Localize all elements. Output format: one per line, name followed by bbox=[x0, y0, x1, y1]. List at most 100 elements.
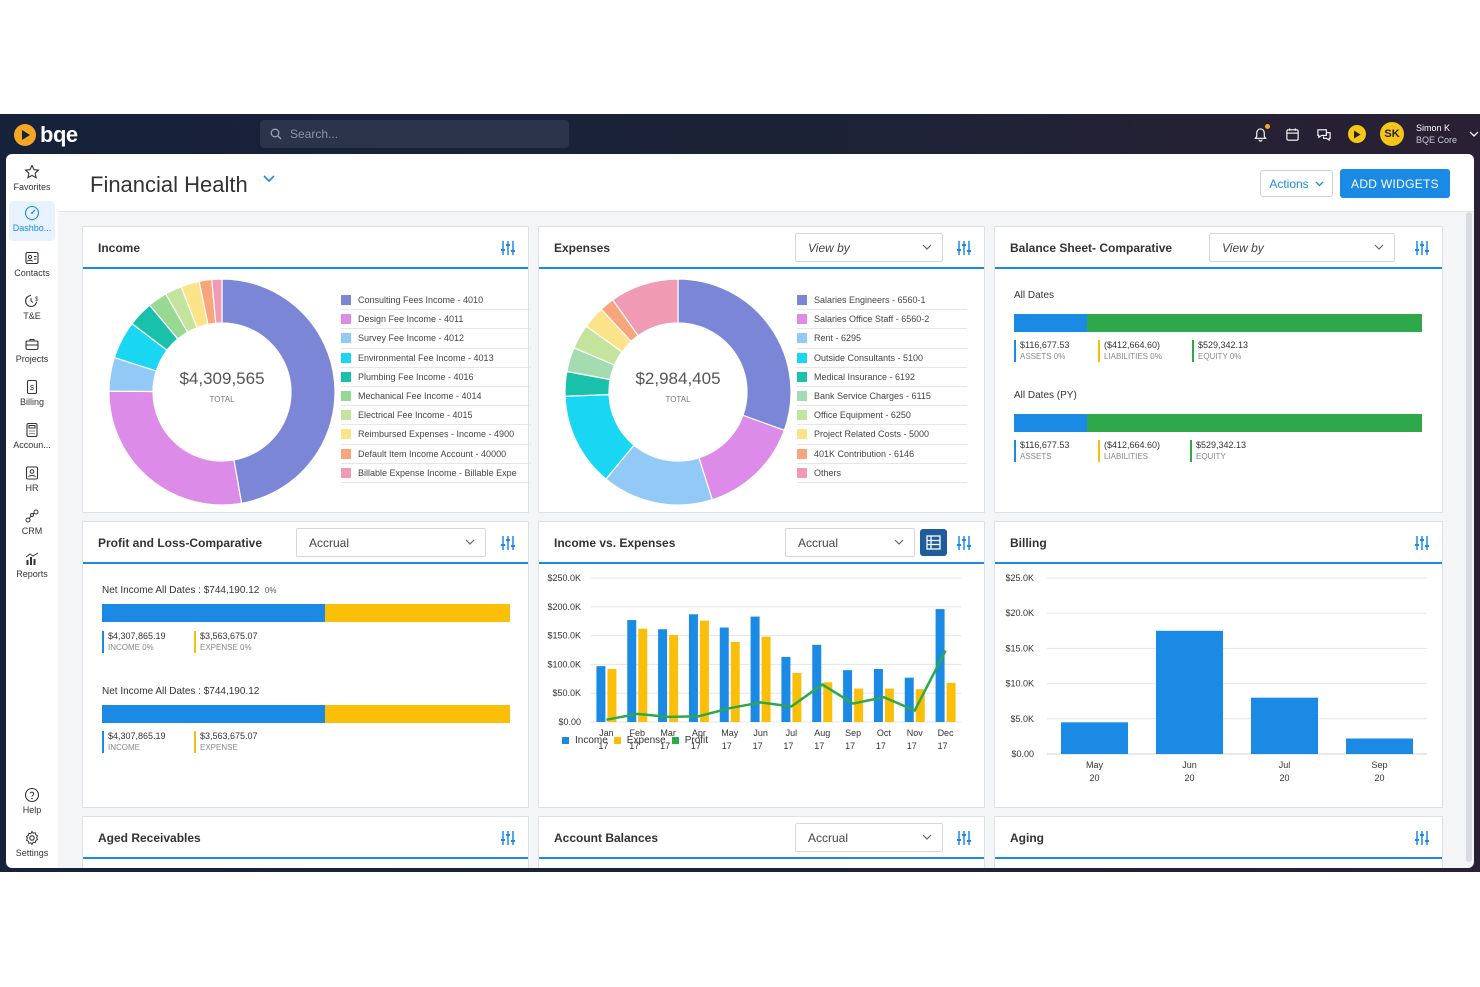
basis-dropdown[interactable]: Accrual bbox=[795, 823, 943, 852]
settings-sliders-icon[interactable] bbox=[500, 240, 516, 256]
user-avatar[interactable]: SK bbox=[1380, 122, 1404, 146]
donut-slice[interactable] bbox=[211, 278, 223, 324]
legend-item[interactable]: Survey Fee Income - 4012 bbox=[341, 329, 531, 349]
basis-dropdown[interactable]: Accrual bbox=[785, 528, 915, 557]
expense-bar[interactable] bbox=[699, 620, 709, 722]
billing-bar[interactable] bbox=[1346, 738, 1413, 754]
sidebar-item-help[interactable]: Help bbox=[6, 783, 58, 823]
expense-bar[interactable] bbox=[669, 635, 679, 722]
sidebar-item-contacts[interactable]: Contacts bbox=[6, 246, 58, 286]
notifications-button[interactable] bbox=[1250, 124, 1270, 144]
income-bar[interactable] bbox=[688, 614, 698, 722]
expense-bar[interactable] bbox=[823, 682, 833, 722]
expense-bar[interactable] bbox=[854, 688, 864, 722]
basis-dropdown[interactable]: Accrual bbox=[296, 528, 486, 557]
billing-chart[interactable]: $0.00 $5.0K $10.0K $15.0K $20.0K $25.0K May 20 J… bbox=[995, 566, 1442, 806]
legend-item[interactable]: Electrical Fee Income - 4015 bbox=[341, 406, 531, 426]
income-bar[interactable] bbox=[781, 656, 791, 722]
income-donut-chart[interactable] bbox=[107, 277, 337, 507]
actions-button[interactable]: Actions bbox=[1260, 170, 1333, 197]
expense-bar[interactable] bbox=[915, 689, 925, 722]
legend-item[interactable]: Environmental Fee Income - 4013 bbox=[341, 349, 531, 368]
income-bar[interactable] bbox=[719, 627, 729, 722]
expense-bar[interactable] bbox=[638, 628, 648, 722]
income-bar[interactable] bbox=[873, 669, 883, 722]
income-bar[interactable] bbox=[658, 629, 668, 722]
donut-slice[interactable] bbox=[221, 278, 336, 504]
expense-bar[interactable] bbox=[884, 688, 894, 722]
expense-bar[interactable] bbox=[946, 682, 956, 722]
legend-item[interactable]: Reimbursed Expenses - Income - 4900 bbox=[341, 425, 531, 445]
legend-item[interactable]: Billable Expense Income - Billable Expe bbox=[341, 464, 531, 483]
income-bar[interactable] bbox=[596, 666, 606, 722]
sidebar-item-te[interactable]: $ T&E bbox=[6, 289, 58, 329]
income-bar[interactable] bbox=[627, 620, 637, 722]
income-vs-expenses-chart[interactable]: $0.00 $50.0K $100.0K $150.0K $200.0K $250.0K J… bbox=[539, 566, 984, 806]
settings-sliders-icon[interactable] bbox=[956, 240, 972, 256]
pl-bar[interactable] bbox=[102, 604, 510, 622]
legend-item[interactable]: Consulting Fees Income - 4010 bbox=[341, 291, 531, 311]
scrollbar[interactable] bbox=[1466, 212, 1472, 862]
settings-sliders-icon[interactable] bbox=[956, 535, 972, 551]
income-bar[interactable] bbox=[904, 677, 914, 722]
sidebar-item-favorites[interactable]: Favorites bbox=[6, 160, 58, 200]
search-input[interactable] bbox=[290, 127, 550, 141]
sidebar-item-accounting[interactable]: Accoun... bbox=[6, 418, 58, 458]
expense-bar[interactable] bbox=[607, 669, 617, 722]
expense-bar[interactable] bbox=[761, 636, 771, 722]
income-bar[interactable] bbox=[812, 644, 822, 722]
donut-slice[interactable] bbox=[611, 278, 679, 337]
expense-bar[interactable] bbox=[730, 641, 740, 722]
legend-item[interactable]: Salaries Engineers - 6560-1 bbox=[797, 291, 967, 311]
billing-bar[interactable] bbox=[1156, 630, 1223, 754]
legend-item[interactable]: Mechanical Fee Income - 4014 bbox=[341, 387, 531, 407]
profit-line[interactable] bbox=[606, 650, 947, 721]
sidebar-item-billing[interactable]: $ Billing bbox=[6, 375, 58, 415]
balance-bar[interactable] bbox=[1014, 414, 1422, 432]
donut-slice[interactable] bbox=[677, 278, 792, 432]
legend-item[interactable]: Plumbing Fee Income - 4016 bbox=[341, 368, 531, 387]
bqe-logo[interactable]: bqe bbox=[14, 122, 78, 148]
view-by-dropdown[interactable]: View by bbox=[1209, 233, 1395, 262]
search-box[interactable] bbox=[260, 120, 569, 148]
legend-item[interactable]: Medical Insurance - 6192 bbox=[797, 368, 967, 387]
settings-sliders-icon[interactable] bbox=[956, 830, 972, 846]
legend-item[interactable]: Office Equipment - 6250 bbox=[797, 406, 967, 426]
legend-item[interactable]: Rent - 6295 bbox=[797, 329, 967, 349]
income-bar[interactable] bbox=[750, 616, 760, 722]
user-info[interactable]: Simon K BQE Core bbox=[1416, 122, 1457, 146]
legend-item[interactable]: Bank Service Charges - 6115 bbox=[797, 387, 967, 407]
add-widgets-button[interactable]: ADD WIDGETS bbox=[1340, 169, 1450, 198]
sidebar-item-settings[interactable]: Settings bbox=[6, 826, 58, 866]
billing-bar[interactable] bbox=[1061, 722, 1128, 754]
page-title[interactable]: Financial Health bbox=[90, 172, 248, 197]
expense-bar[interactable] bbox=[792, 673, 802, 722]
legend-item[interactable]: Outside Consultants - 5100 bbox=[797, 349, 967, 368]
expenses-donut-chart[interactable] bbox=[563, 277, 793, 507]
income-bar[interactable] bbox=[843, 670, 853, 722]
legend-item[interactable]: Others bbox=[797, 464, 967, 483]
chevron-down-icon[interactable] bbox=[262, 174, 276, 183]
settings-sliders-icon[interactable] bbox=[500, 830, 516, 846]
chat-button[interactable] bbox=[1314, 124, 1334, 144]
view-by-dropdown[interactable]: View by bbox=[795, 233, 943, 262]
pl-bar[interactable] bbox=[102, 705, 510, 723]
balance-bar[interactable] bbox=[1014, 314, 1422, 332]
legend-item[interactable]: Salaries Office Staff - 6560-2 bbox=[797, 310, 967, 330]
timer-button[interactable] bbox=[1346, 123, 1368, 145]
table-view-button[interactable] bbox=[920, 529, 947, 556]
income-bar[interactable] bbox=[935, 609, 945, 722]
legend-item[interactable]: Project Related Costs - 5000 bbox=[797, 425, 967, 445]
settings-sliders-icon[interactable] bbox=[1414, 535, 1430, 551]
donut-slice[interactable] bbox=[108, 390, 243, 506]
sidebar-item-projects[interactable]: Projects bbox=[6, 332, 58, 372]
settings-sliders-icon[interactable] bbox=[1414, 830, 1430, 846]
chevron-down-icon[interactable] bbox=[1469, 131, 1479, 137]
donut-slice[interactable] bbox=[698, 414, 786, 501]
settings-sliders-icon[interactable] bbox=[500, 535, 516, 551]
sidebar-item-crm[interactable]: CRM bbox=[6, 504, 58, 544]
sidebar-item-hr[interactable]: HR bbox=[6, 461, 58, 501]
sidebar-item-dashboard[interactable]: Dashbo... bbox=[9, 201, 55, 241]
calendar-button[interactable] bbox=[1282, 124, 1302, 144]
settings-sliders-icon[interactable] bbox=[1414, 240, 1430, 256]
